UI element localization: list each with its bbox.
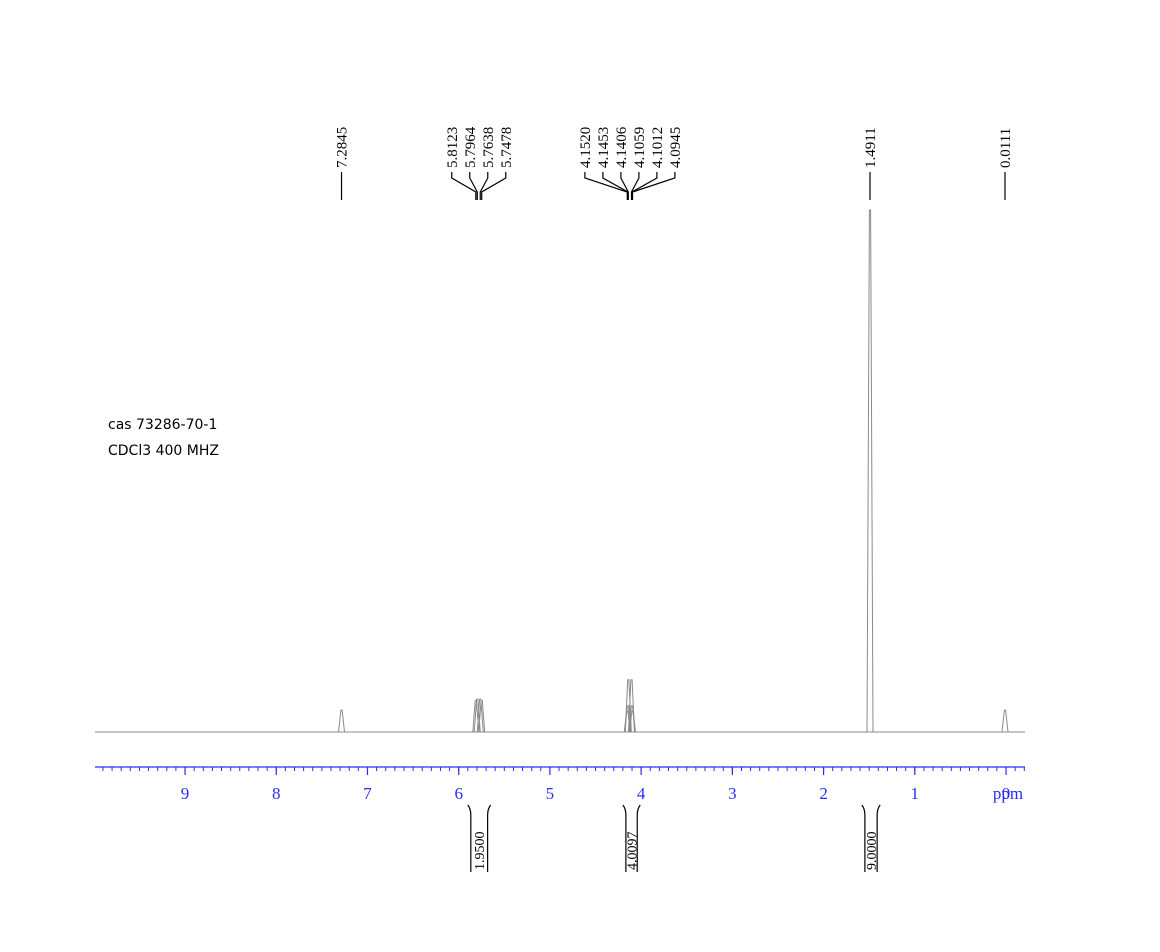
peak-label: 5.7478: [499, 127, 515, 168]
x-tick-label: 4: [637, 784, 646, 803]
peak-connector: [620, 172, 629, 200]
x-tick-label: 0: [1002, 784, 1011, 803]
peak: [866, 209, 874, 733]
peak-connector: [451, 172, 477, 200]
peak-label: 7.2845: [335, 127, 351, 168]
x-tick-label: 9: [181, 784, 190, 803]
integral-bracket: [861, 804, 881, 872]
x-tick-label: 1: [911, 784, 920, 803]
x-tick-label: 6: [454, 784, 463, 803]
peak: [478, 700, 486, 733]
integral-bracket: [622, 804, 641, 872]
integral-bracket: [467, 804, 492, 872]
peak-connector: [479, 172, 489, 200]
x-axis-label: ppm: [993, 784, 1023, 803]
peak: [627, 679, 635, 733]
x-tick-label: 3: [728, 784, 737, 803]
peak-label: 4.1453: [596, 127, 612, 168]
peak: [472, 700, 480, 733]
peak: [338, 709, 346, 733]
integral-label: 4.0097: [626, 832, 641, 871]
peak-label: 4.0945: [668, 127, 684, 168]
peak-label: 1.4911: [863, 127, 879, 168]
peak: [1001, 709, 1009, 733]
peak-connector: [469, 172, 478, 200]
x-tick-label: 2: [819, 784, 828, 803]
peak-connector: [631, 172, 658, 200]
peak-label: 5.7964: [463, 126, 479, 168]
peak: [629, 710, 637, 733]
peak-connector: [481, 172, 507, 200]
peak-label: 5.7638: [481, 127, 497, 168]
peak: [476, 698, 484, 733]
peak-label: 0.0111: [998, 128, 1014, 168]
peak-connector: [631, 172, 676, 200]
peak-connector: [584, 172, 628, 200]
peak-label: 5.8123: [445, 127, 461, 168]
x-tick-label: 5: [546, 784, 555, 803]
x-tick-label: 7: [363, 784, 372, 803]
peak-label: 4.1406: [614, 126, 630, 168]
peak-label: 4.1012: [650, 127, 666, 168]
x-tick-label: 8: [272, 784, 281, 803]
peak: [473, 698, 481, 733]
annotation: cas 73286-70-1: [108, 417, 217, 433]
annotation: CDCl3 400 MHZ: [108, 443, 219, 459]
peak-label: 4.1059: [632, 127, 648, 168]
peak-label: 4.1520: [578, 127, 594, 168]
integral-label: 9.0000: [865, 832, 880, 871]
integral-label: 1.9500: [473, 832, 488, 871]
